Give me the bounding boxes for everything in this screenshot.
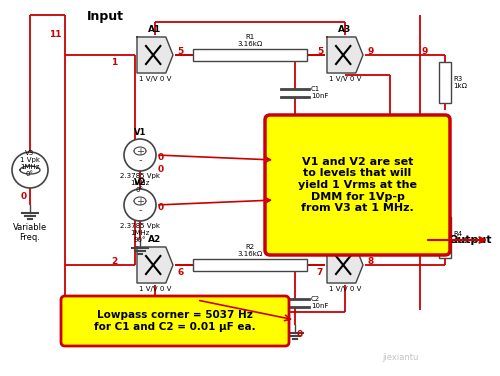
Text: Input: Input	[86, 10, 124, 23]
Text: R3
1kΩ: R3 1kΩ	[453, 76, 467, 89]
Text: 0: 0	[158, 203, 164, 212]
Text: 1: 1	[111, 58, 117, 67]
Text: xMM1: xMM1	[380, 145, 400, 151]
Circle shape	[12, 152, 48, 188]
Bar	[439, 62, 451, 103]
Polygon shape	[327, 37, 363, 73]
Text: 1 V/V 0 V: 1 V/V 0 V	[329, 76, 361, 82]
Text: 5: 5	[177, 47, 183, 56]
Text: 0: 0	[21, 192, 27, 201]
Polygon shape	[327, 247, 363, 283]
Text: -: -	[380, 186, 384, 196]
Text: 10: 10	[422, 232, 434, 241]
Text: 0: 0	[158, 165, 164, 174]
Text: 0: 0	[297, 120, 303, 129]
Text: 6: 6	[177, 268, 183, 277]
Bar	[375, 163, 405, 181]
Text: 1 V/V 0 V: 1 V/V 0 V	[139, 76, 171, 82]
Text: 1 V/V 0 V: 1 V/V 0 V	[139, 286, 171, 292]
Polygon shape	[137, 247, 173, 283]
Text: 2.3785 Vpk
1MHz
0°: 2.3785 Vpk 1MHz 0°	[120, 173, 160, 193]
Text: R1
3.16kΩ: R1 3.16kΩ	[238, 34, 262, 47]
Text: Variable
Freq.: Variable Freq.	[13, 223, 47, 243]
Text: 1 V/V 0 V: 1 V/V 0 V	[329, 286, 361, 292]
Text: 9: 9	[422, 47, 428, 56]
Text: V1 and V2 are set
to levels that will
yield 1 Vrms at the
DMM for 1Vp-p
from V3 : V1 and V2 are set to levels that will yi…	[298, 157, 417, 213]
Text: jiexiantu: jiexiantu	[382, 353, 418, 362]
Text: R2
3.16kΩ: R2 3.16kΩ	[238, 244, 262, 257]
Circle shape	[124, 139, 156, 171]
Text: +: +	[136, 197, 144, 207]
Text: 8: 8	[367, 257, 373, 266]
Text: Lowpass corner = 5037 Hz
for C1 and C2 = 0.01 μF ea.: Lowpass corner = 5037 Hz for C1 and C2 =…	[94, 310, 256, 332]
FancyBboxPatch shape	[265, 115, 450, 255]
Text: C1
10nF: C1 10nF	[311, 86, 328, 99]
FancyBboxPatch shape	[61, 296, 289, 346]
Text: A3: A3	[338, 25, 351, 34]
Text: 0: 0	[382, 210, 388, 219]
Text: V2: V2	[134, 178, 146, 187]
Bar	[193, 259, 307, 271]
Text: 9: 9	[367, 47, 374, 56]
Text: +: +	[394, 186, 402, 196]
Text: A4: A4	[338, 235, 351, 244]
Text: +: +	[136, 147, 144, 157]
Text: 0: 0	[158, 153, 164, 162]
Text: 0: 0	[297, 330, 303, 339]
Text: 2: 2	[111, 257, 117, 266]
FancyBboxPatch shape	[365, 153, 415, 197]
Text: 7: 7	[316, 268, 323, 277]
Text: -: -	[138, 155, 142, 165]
Text: R4
1kΩ: R4 1kΩ	[453, 231, 467, 244]
Text: 2.3785 Vpk
1MHz
90°: 2.3785 Vpk 1MHz 90°	[120, 223, 160, 243]
Text: V3
1 Vpk
1MHz
0°: V3 1 Vpk 1MHz 0°	[20, 150, 40, 177]
Text: 5: 5	[317, 47, 323, 56]
Text: V1: V1	[134, 128, 146, 137]
Text: -: -	[138, 205, 142, 215]
Circle shape	[124, 189, 156, 221]
Text: Output: Output	[448, 235, 492, 245]
Bar	[193, 49, 307, 61]
Bar	[439, 217, 451, 258]
Text: 11: 11	[50, 30, 62, 39]
Text: A2: A2	[148, 235, 162, 244]
Text: C2
10nF: C2 10nF	[311, 296, 328, 309]
Polygon shape	[137, 37, 173, 73]
Text: A1: A1	[148, 25, 162, 34]
